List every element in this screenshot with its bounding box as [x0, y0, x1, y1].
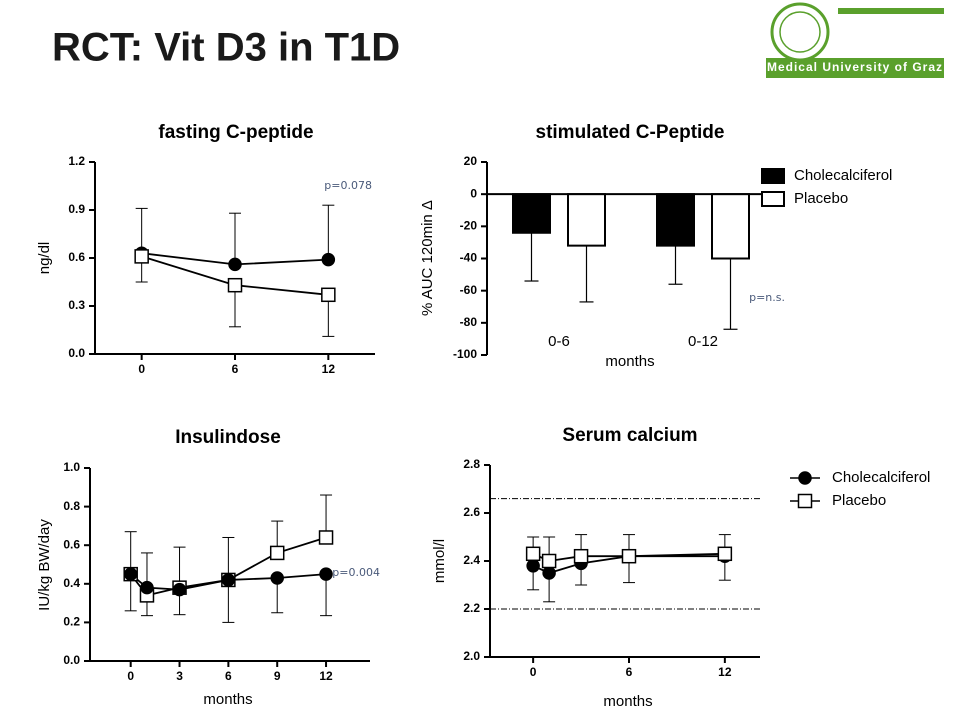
bar	[567, 193, 606, 247]
y-tick-label: -100	[453, 347, 477, 361]
annotation: p=0.004	[332, 566, 380, 579]
marker	[573, 548, 589, 564]
marker	[541, 553, 557, 569]
logo-bar	[838, 8, 944, 14]
legend-label: Placebo	[794, 190, 848, 207]
y-axis-label: IU/kg BW/day	[36, 519, 53, 611]
annotation: p=0.078	[324, 179, 372, 192]
y-tick-label: 2.0	[463, 649, 480, 663]
y-tick-label: 0.9	[68, 202, 85, 216]
marker	[269, 545, 285, 561]
x-tick-label: 6	[225, 669, 232, 683]
chart-title: fasting C-peptide	[158, 122, 313, 143]
marker	[621, 548, 637, 564]
x-tick-label: 0	[138, 362, 145, 376]
y-axis-label: ng/dl	[36, 242, 53, 275]
logo: Medical University of Graz	[766, 2, 944, 78]
y-tick-label: 0.2	[63, 615, 80, 629]
marker	[542, 566, 556, 580]
slide-title: RCT: Vit D3 in T1D	[52, 26, 400, 70]
y-axis-label: % AUC 120min Δ	[419, 200, 436, 316]
marker	[123, 567, 138, 581]
y-tick-label: 0	[470, 186, 477, 200]
x-tick-label: 0-6	[548, 333, 570, 350]
y-tick-label: 0.0	[63, 653, 80, 667]
x-tick-label: 12	[718, 665, 732, 679]
marker	[798, 471, 812, 485]
legend-label: Cholecalciferol	[794, 167, 892, 184]
marker	[172, 582, 187, 597]
x-tick-label: 9	[274, 669, 281, 683]
y-tick-label: 1.2	[68, 154, 85, 168]
y-tick-label: 2.2	[463, 601, 480, 615]
marker	[321, 287, 336, 303]
logo-seal-inner	[779, 11, 821, 53]
x-tick-label: 12	[322, 362, 336, 376]
y-tick-label: 0.4	[63, 576, 80, 590]
y-tick-label: 1.0	[63, 460, 80, 474]
x-tick-label: 12	[319, 669, 333, 683]
chart-title: Insulindose	[175, 427, 281, 448]
x-tick-label: 6	[232, 362, 239, 376]
marker	[526, 559, 540, 573]
marker	[525, 546, 541, 562]
x-tick-label: 0	[127, 669, 134, 683]
marker	[797, 493, 813, 509]
marker	[717, 546, 733, 562]
legend-label: Placebo	[832, 492, 886, 509]
x-tick-label: 0	[530, 665, 537, 679]
bar	[512, 193, 551, 234]
y-tick-label: -20	[460, 219, 478, 233]
chart-title: stimulated C-Peptide	[536, 122, 725, 143]
annotation: p=n.s.	[749, 291, 785, 304]
logo-text: Medical University of Graz	[767, 60, 943, 74]
bar	[711, 193, 750, 260]
x-tick-label: 0-12	[688, 333, 718, 350]
marker	[140, 580, 154, 595]
marker	[318, 530, 334, 545]
marker	[270, 571, 284, 585]
legend-swatch	[761, 168, 785, 184]
marker	[221, 573, 236, 587]
logo-band	[766, 58, 944, 78]
marker	[134, 249, 149, 264]
y-tick-label: 0.0	[68, 346, 85, 360]
x-tick-label: 3	[176, 669, 183, 683]
y-tick-label: 0.8	[63, 499, 80, 513]
x-axis-label: months	[603, 693, 652, 710]
chart-title: Serum calcium	[562, 425, 697, 446]
y-tick-label: 2.6	[463, 505, 480, 519]
x-axis-label: months	[605, 353, 654, 370]
y-tick-label: 2.8	[463, 457, 480, 471]
legend-label: Cholecalciferol	[832, 469, 930, 486]
y-tick-label: -60	[460, 283, 478, 297]
y-tick-label: 2.4	[463, 553, 480, 567]
y-tick-label: 0.6	[68, 250, 85, 264]
marker	[227, 277, 243, 293]
y-tick-label: 0.3	[68, 298, 85, 312]
x-tick-label: 6	[626, 665, 633, 679]
y-tick-label: -40	[460, 251, 478, 265]
y-tick-label: 20	[464, 154, 478, 168]
y-axis-label: mmol/l	[431, 539, 448, 583]
legend-swatch	[761, 191, 785, 207]
bar	[656, 193, 695, 247]
marker	[319, 567, 333, 581]
x-axis-label: months	[203, 691, 252, 708]
marker	[321, 252, 336, 267]
marker	[228, 257, 242, 272]
y-tick-label: -80	[460, 315, 478, 329]
y-tick-label: 0.6	[63, 537, 80, 551]
